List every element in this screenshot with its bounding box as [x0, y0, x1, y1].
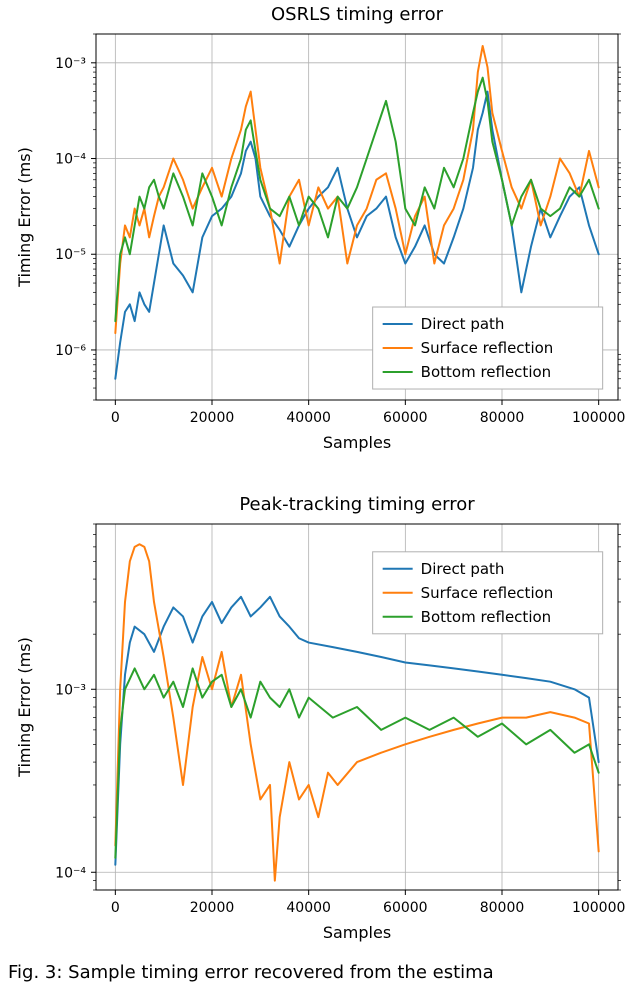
legend-label: Surface reflection	[421, 339, 554, 357]
xtick-label: 80000	[480, 900, 525, 916]
legend-label: Bottom reflection	[421, 363, 552, 381]
ytick-label: 10⁻⁴	[55, 865, 86, 881]
xtick-label: 60000	[383, 410, 428, 426]
xtick-label: 0	[111, 900, 120, 916]
y-axis-label: Timing Error (ms)	[15, 147, 34, 288]
xtick-label: 40000	[286, 900, 331, 916]
chart-title: OSRLS timing error	[271, 4, 444, 25]
xtick-label: 100000	[572, 900, 625, 916]
chart-svg: 0 20000 40000 60000 80000 100000 10⁻⁴ 10⁻³ Peak-…	[8, 490, 633, 945]
page: 0 20000 40000 60000 80000 100000 10⁻⁶ 10⁻⁵ 10⁻⁴ 1…	[0, 0, 640, 997]
ytick-label: 10⁻⁵	[55, 247, 86, 263]
ytick-label: 10⁻⁶	[55, 343, 86, 359]
legend-label: Bottom reflection	[421, 608, 552, 626]
legend-label: Direct path	[421, 560, 505, 578]
xtick-label: 100000	[572, 410, 625, 426]
xtick-label: 60000	[383, 900, 428, 916]
osrls-chart: 0 20000 40000 60000 80000 100000 10⁻⁶ 10⁻⁵ 10⁻⁴ 1…	[8, 0, 633, 455]
legend-label: Surface reflection	[421, 584, 554, 602]
chart-title: Peak-tracking timing error	[239, 494, 475, 515]
xtick-label: 80000	[480, 410, 525, 426]
xtick-label: 0	[111, 410, 120, 426]
ytick-label: 10⁻⁴	[55, 152, 86, 168]
xtick-label: 20000	[190, 410, 235, 426]
xtick-label: 20000	[190, 900, 235, 916]
x-axis-label: Samples	[323, 433, 391, 452]
y-axis-label: Timing Error (ms)	[15, 637, 34, 778]
chart-svg: 0 20000 40000 60000 80000 100000 10⁻⁶ 10⁻⁵ 10⁻⁴ 1…	[8, 0, 633, 455]
ytick-label: 10⁻³	[55, 56, 86, 72]
x-axis-label: Samples	[323, 923, 391, 942]
xtick-label: 40000	[286, 410, 331, 426]
ytick-label: 10⁻³	[55, 682, 86, 698]
peak-tracking-chart: 0 20000 40000 60000 80000 100000 10⁻⁴ 10⁻³ Peak-…	[8, 490, 633, 945]
legend-label: Direct path	[421, 315, 505, 333]
figure-caption: Fig. 3: Sample timing error recovered fr…	[8, 962, 494, 983]
